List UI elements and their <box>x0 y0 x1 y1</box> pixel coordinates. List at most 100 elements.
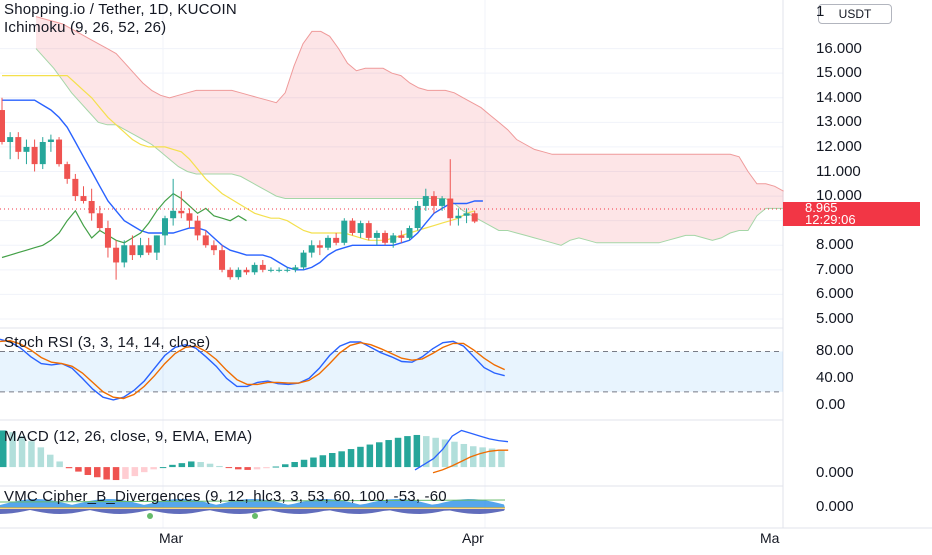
macd-histogram-bar <box>244 467 251 470</box>
macd-histogram-bar <box>28 441 35 468</box>
candle-body <box>137 245 144 256</box>
candle-body <box>88 201 95 214</box>
price-axis-tick: 6.000 <box>816 285 854 303</box>
macd-histogram-bar <box>47 454 54 468</box>
macd-histogram-bar <box>423 436 430 468</box>
candle-body <box>23 146 30 152</box>
candle-body <box>178 210 185 214</box>
vmc-axis-tick: 0.000 <box>816 498 854 515</box>
currency-selector[interactable]: USDT <box>818 4 892 24</box>
macd-histogram-bar <box>300 459 308 468</box>
candle-body <box>365 223 372 238</box>
price-axis-tick: 1 <box>816 3 825 20</box>
candle-body <box>162 218 168 236</box>
candle-body <box>455 215 462 219</box>
macd-line <box>414 429 509 471</box>
stoch-d-line <box>0 339 505 400</box>
candle-body <box>104 228 111 248</box>
macd-histogram-bar <box>272 466 280 468</box>
ichimoku-cloud <box>36 16 784 246</box>
macd-histogram-bar <box>84 467 92 475</box>
price-axis-tick: 13.000 <box>816 113 862 131</box>
macd-histogram-bar <box>441 439 449 468</box>
candle-body <box>0 110 5 142</box>
candle-body <box>390 235 397 243</box>
macd-histogram-bar <box>488 448 496 468</box>
stoch-axis-tick: 0.00 <box>816 396 846 414</box>
candle-body <box>308 245 315 253</box>
macd-histogram-bar <box>291 462 298 468</box>
macd-histogram-bar <box>188 461 195 468</box>
macd-histogram-bar <box>470 446 477 468</box>
x-tick-label: Apr <box>462 530 484 546</box>
cloud-leading-span-a <box>35 16 784 192</box>
macd-histogram-bar <box>94 467 101 478</box>
macd-histogram-bar <box>498 449 505 468</box>
macd-histogram-bar <box>460 443 468 468</box>
macd-histogram-bar <box>112 467 120 481</box>
macd-signal-line <box>432 449 509 474</box>
vmc-money-flow <box>0 509 505 514</box>
macd-histogram-bar <box>253 467 261 470</box>
macd-histogram-bar <box>65 467 73 469</box>
ichimoku-label: Ichimoku (9, 26, 52, 26) <box>4 19 167 36</box>
candle-body <box>292 267 299 270</box>
macd-histogram-bar <box>103 467 110 480</box>
candle-body <box>121 245 128 263</box>
candle-body <box>31 146 38 165</box>
macd-histogram-bar <box>394 437 402 468</box>
candle-body <box>153 235 160 253</box>
cloud-leading-span-b <box>35 48 784 246</box>
candle-body <box>333 237 340 243</box>
candle-body <box>447 198 454 219</box>
candle-body <box>422 196 429 206</box>
candle-body <box>210 245 217 251</box>
macd-histogram-bar <box>404 436 411 468</box>
vmc-signal-dot <box>147 513 153 519</box>
stoch-axis-tick: 80.00 <box>816 342 854 360</box>
candle-body <box>341 220 348 243</box>
candle-body <box>39 142 46 165</box>
stoch-rsi-label: Stoch RSI (3, 3, 14, 14, close) <box>4 334 211 351</box>
candle-body <box>471 213 478 222</box>
macd-histogram-bar <box>347 449 355 468</box>
price-axis-tick: 5.000 <box>816 310 854 327</box>
candle-body <box>463 213 470 216</box>
macd-histogram-bar <box>413 434 421 468</box>
candle-body <box>349 220 356 233</box>
vmc-signal-dot <box>252 513 258 519</box>
candle-body <box>145 245 152 253</box>
candle-body <box>259 264 266 270</box>
macd-histogram-bar <box>329 453 336 468</box>
candle-body <box>276 269 283 271</box>
macd-histogram-bar <box>9 432 16 468</box>
candle-body <box>373 232 380 238</box>
candle-body <box>202 235 209 246</box>
price-axis-tick: 10.000 <box>816 187 862 205</box>
x-tick-label: Mar <box>159 530 184 546</box>
candle-body <box>72 178 79 197</box>
macd-histogram-bar <box>357 446 364 468</box>
ichimoku-conversion-line <box>2 99 483 271</box>
candle-body <box>439 198 446 206</box>
macd-histogram-bar <box>141 467 148 473</box>
candle-body <box>235 269 242 278</box>
vmc-cipher-label: VMC Cipher_B_Divergences (9, 12, hlc3, 3… <box>4 488 447 505</box>
candle-body <box>316 245 323 248</box>
candle-body <box>194 220 201 236</box>
macd-histogram-bar <box>197 462 204 468</box>
candle-body <box>398 235 405 238</box>
candle-body <box>382 232 389 243</box>
chart-title: Shopping.io / Tether, 1D, KUCOIN <box>4 1 237 18</box>
macd-histogram-bar <box>235 467 242 470</box>
macd-histogram-bar <box>385 440 392 468</box>
macd-histogram-bar <box>282 464 289 468</box>
candle-body <box>357 223 364 233</box>
price-axis-tick: 12.000 <box>816 137 862 155</box>
macd-label: MACD (12, 26, close, 9, EMA, EMA) <box>4 428 253 445</box>
last-price-value: 8.965 <box>805 200 838 215</box>
macd-histogram-bar <box>319 455 327 468</box>
candle-body <box>96 213 103 229</box>
